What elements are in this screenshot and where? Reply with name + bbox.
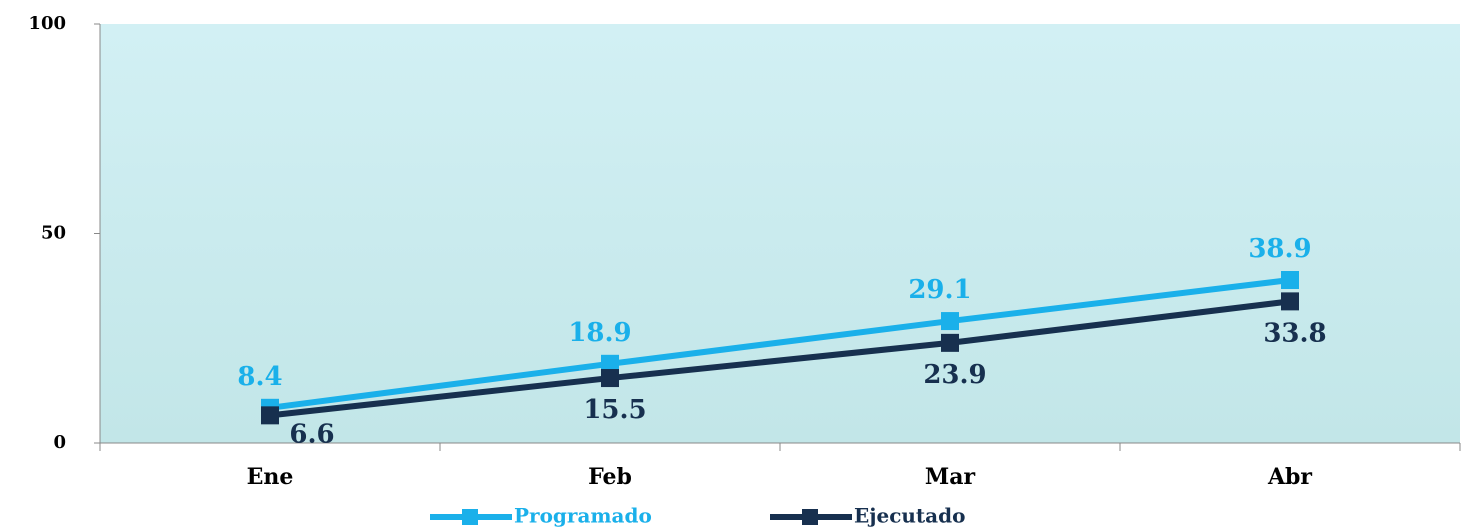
marker [1281, 271, 1299, 290]
data-label: 6.6 [289, 419, 334, 449]
x-tick-label: Abr [1267, 464, 1312, 490]
data-label: 8.4 [237, 362, 282, 392]
data-label: 15.5 [583, 395, 646, 425]
marker [601, 369, 619, 388]
marker [941, 333, 959, 352]
data-label: 33.8 [1263, 318, 1326, 348]
legend-marker [462, 509, 478, 525]
data-label: 23.9 [923, 360, 986, 390]
legend-marker [802, 509, 818, 525]
plot-area [100, 24, 1460, 443]
series-line [269, 298, 1291, 419]
marker [601, 354, 619, 373]
marker [261, 406, 279, 425]
y-tick-label: 50 [41, 223, 66, 244]
marker [1281, 292, 1299, 311]
series-line [269, 277, 1291, 411]
data-label: 29.1 [908, 275, 971, 305]
y-tick-label: 0 [53, 432, 66, 453]
data-label: 38.9 [1248, 234, 1311, 264]
data-label: 18.9 [568, 318, 631, 348]
legend-label: Ejecutado [854, 504, 965, 528]
y-tick-label: 100 [28, 13, 66, 34]
x-tick-label: Feb [588, 464, 632, 490]
legend-label: Programado [514, 504, 652, 528]
x-tick-label: Mar [925, 464, 976, 490]
x-tick-label: Ene [247, 464, 294, 490]
marker [941, 312, 959, 331]
